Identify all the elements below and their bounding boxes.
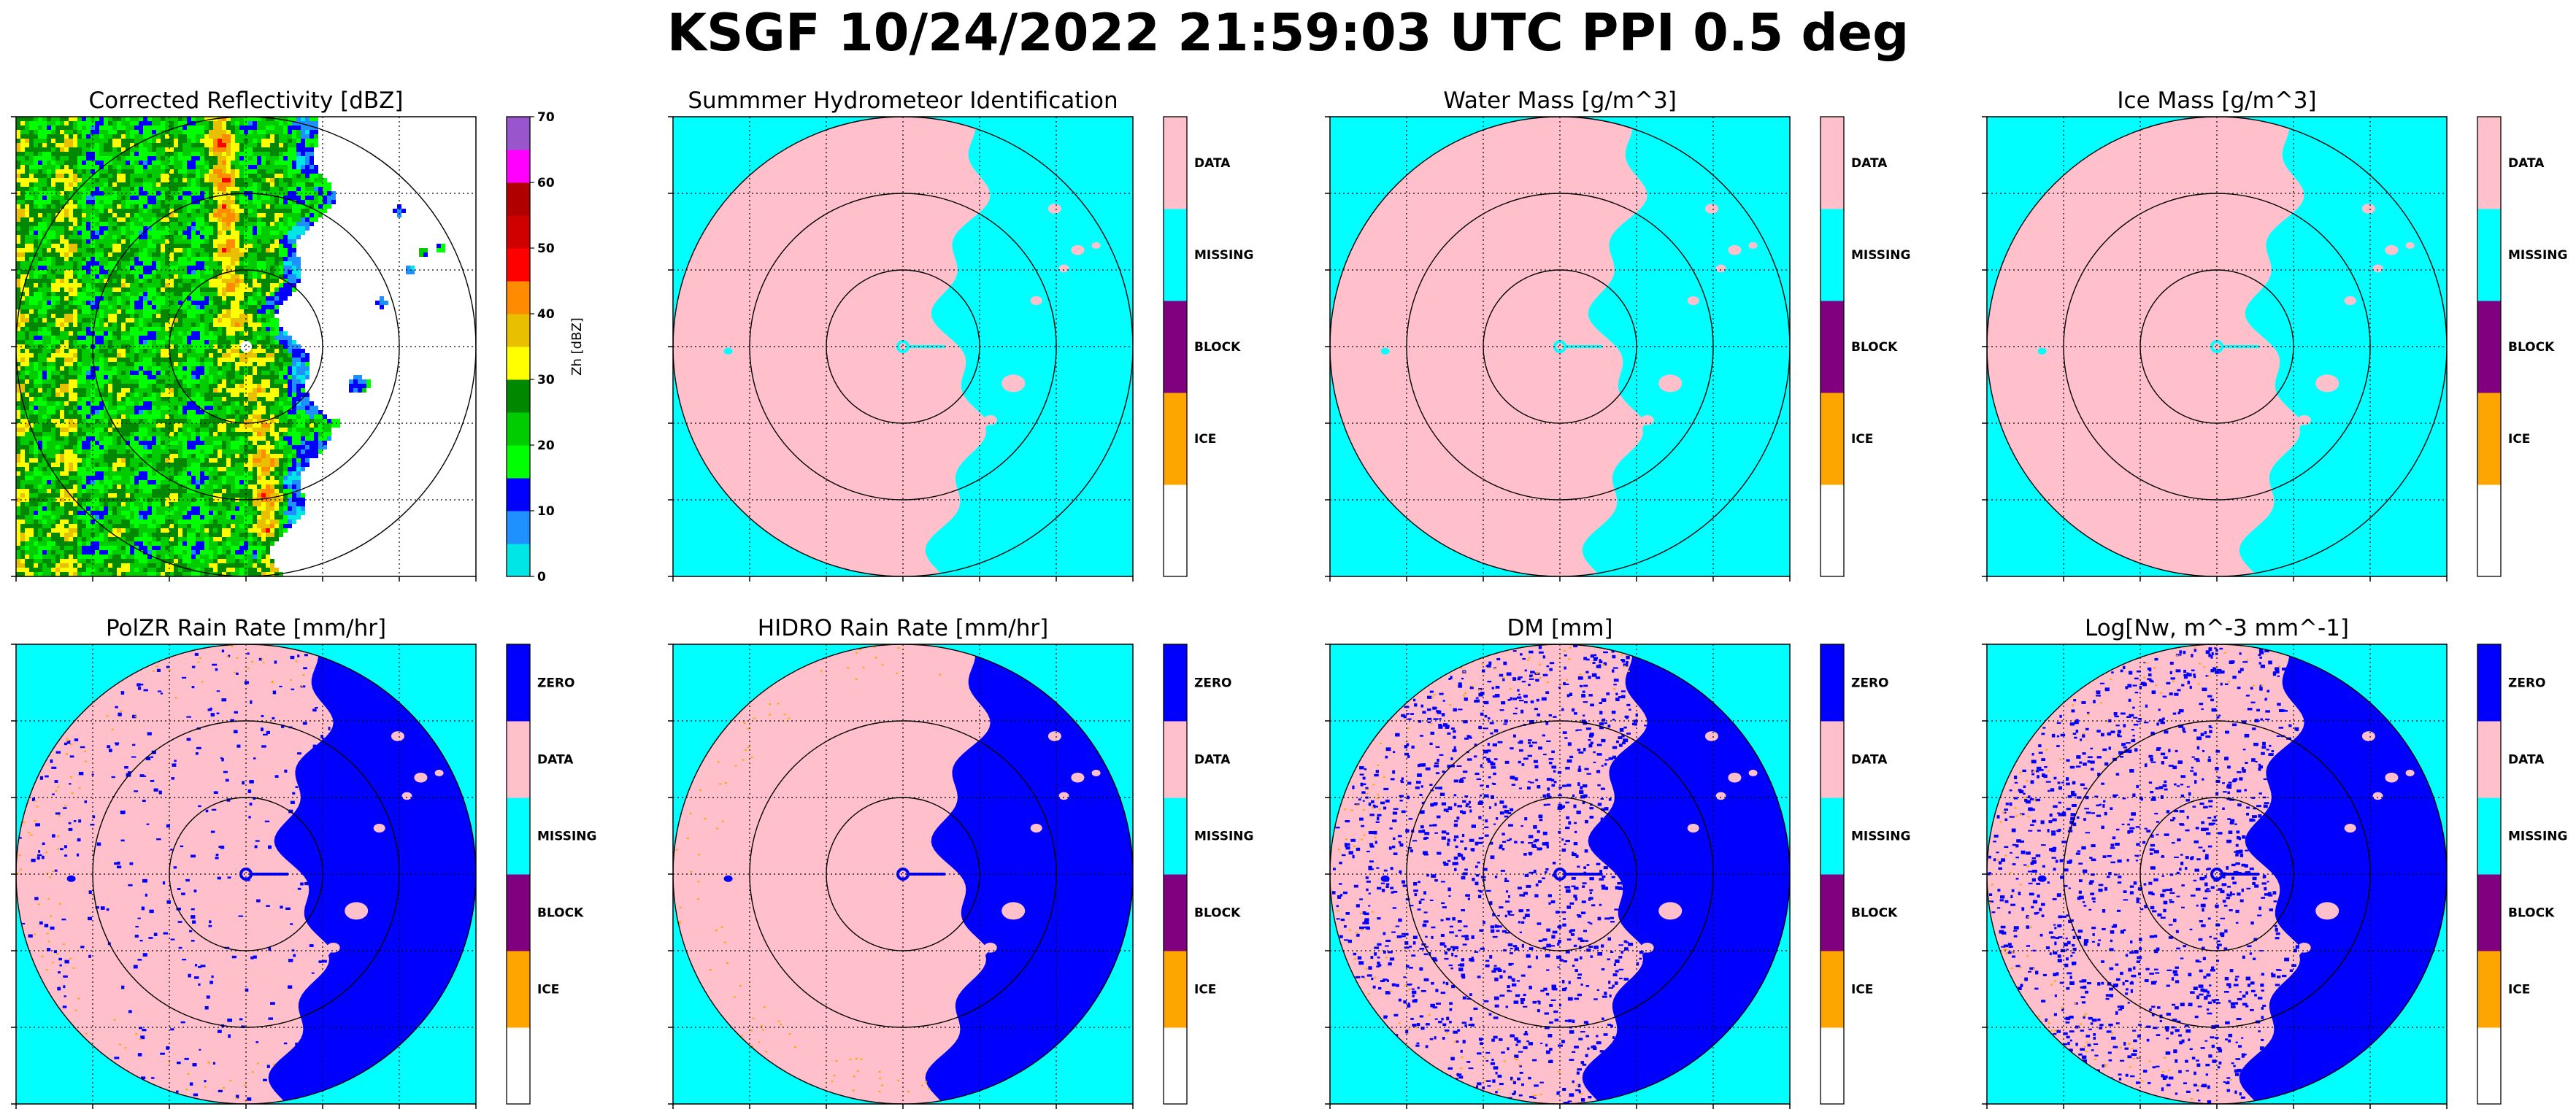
range-ring [1406,720,1714,1028]
radar-panel: Summmer Hydrometeor Identification ICE BLO… [668,88,1253,582]
colorbar-category-label: ICE [1851,983,1873,997]
colorbar-category-label: DATA [2508,753,2545,768]
colorbar-category-label: MISSING [2508,248,2567,263]
range-ring [169,797,323,951]
panel-title: PolZR Rain Rate [mm/hr] [106,615,386,641]
colorbar-category-label: DATA [537,753,574,768]
colorbar-category-label: ZERO [1194,676,1231,691]
colorbar-category-label: MISSING [1851,830,1910,844]
range-ring [2139,797,2294,951]
colorbar-category-label: MISSING [2508,830,2567,844]
colorbar-tick-label: 40 [537,307,555,322]
colorbar-tick-label: 30 [537,373,555,387]
colorbar-category-label: DATA [1851,156,1888,171]
range-ring [1483,269,1637,424]
colorbar-category-label: BLOCK [1194,340,1241,355]
colorbar-category-label: BLOCK [1851,906,1898,921]
panel-title: DM [mm] [1507,615,1612,641]
colorbar: ICE BLOCK MISSING DATA ZERO [2477,644,2567,1105]
radar-image [16,117,476,576]
range-ring [749,193,1057,501]
range-ring [169,269,323,424]
colorbar-category-label: ICE [1194,432,1216,447]
colorbar-category-label: DATA [1194,156,1231,171]
colorbar-category-label: ICE [1194,983,1216,997]
radar-image [1330,117,1790,576]
colorbar-category-label: ICE [2508,432,2530,447]
radar-image [1987,644,2447,1104]
colorbar-tick-label: 0 [537,570,546,584]
colorbar-category-label: MISSING [1194,248,1253,263]
range-ring [2063,720,2371,1028]
colorbar: ICE BLOCK MISSING DATA ZERO [1820,644,1910,1105]
colorbar-tick-label: 20 [537,439,555,453]
colorbar: ICE BLOCK MISSING DATA ZERO [506,644,596,1105]
colorbar: ICE BLOCK MISSING DATA [2477,116,2567,577]
radar-panel: PolZR Rain Rate [mm/hr] ICE BLOCK MISSING DA… [11,615,596,1109]
colorbar-category-label: BLOCK [1194,906,1241,921]
colorbar-category-label: ZERO [1851,676,1888,691]
range-ring [2063,193,2371,501]
range-ring [1483,797,1637,951]
range-ring [749,720,1057,1028]
colorbar-category-label: ICE [2508,983,2530,997]
panel-title: Water Mass [g/m^3] [1443,88,1677,114]
panel-title: Summmer Hydrometeor Identification [688,88,1118,114]
colorbar-category-label: BLOCK [1851,340,1898,355]
colorbar-category-label: DATA [1194,753,1231,768]
radar-image [673,644,1133,1104]
colorbar-tick-label: 10 [537,504,555,519]
panel-title: HIDRO Rain Rate [mm/hr] [758,615,1048,641]
colorbar-category-label: ZERO [537,676,574,691]
colorbar: ICE BLOCK MISSING DATA [1820,116,1910,577]
colorbar-category-label: ZERO [2508,676,2545,691]
panel-title: Log[Nw, m^-3 mm^-1] [2085,615,2349,641]
panel-title: Corrected Reflectivity [dBZ] [88,88,403,114]
colorbar-tick-label: 70 [537,110,555,125]
radar-panel: Ice Mass [g/m^3] ICE BLOCK MISSING DATA [1982,88,2567,582]
radar-panel: Water Mass [g/m^3] ICE BLOCK MISSING DATA [1325,88,1910,582]
colorbar: ICE BLOCK MISSING DATA ZERO [1163,644,1253,1105]
colorbar-category-label: DATA [1851,753,1888,768]
colorbar-category-label: BLOCK [2508,340,2555,355]
colorbar-category-label: MISSING [1194,830,1253,844]
range-ring [826,269,980,424]
colorbar-category-label: MISSING [537,830,596,844]
range-ring [1406,193,1714,501]
radar-image [1330,644,1790,1104]
range-ring [826,797,980,951]
radar-image [16,644,476,1104]
colorbar-category-label: BLOCK [2508,906,2555,921]
range-ring [92,720,400,1028]
colorbar-category-label: DATA [2508,156,2545,171]
colorbar-tick-label: 60 [537,176,555,190]
range-ring [92,193,400,501]
radar-panel: Corrected Reflectivity [dBZ] 0 10 20 30 40 50 6… [11,88,585,584]
range-ring [2139,269,2294,424]
colorbar-category-label: ICE [1851,432,1873,447]
colorbar-category-label: MISSING [1851,248,1910,263]
radar-panel: Log[Nw, m^-3 mm^-1] ICE BLOCK MISSING DATA ZE… [1982,615,2567,1109]
radar-image [1987,117,2447,576]
colorbar-category-label: ICE [537,983,559,997]
colorbar: 0 10 20 30 40 50 60 70 Zh [dBZ] [506,110,585,584]
radar-panel: HIDRO Rain Rate [mm/hr] ICE BLOCK MISSING DA… [668,615,1253,1109]
radar-panel: DM [mm] ICE BLOCK MISSING DATA ZERO [1325,615,1910,1109]
colorbar-tick-label: 50 [537,242,555,256]
colorbar-label: Zh [dBZ] [569,317,585,376]
figure-title: KSGF 10/24/2022 21:59:03 UTC PPI 0.5 deg [666,3,1910,63]
colorbar: ICE BLOCK MISSING DATA [1163,116,1253,577]
radar-image [673,117,1133,576]
colorbar-category-label: BLOCK [537,906,584,921]
panel-title: Ice Mass [g/m^3] [2117,88,2316,114]
